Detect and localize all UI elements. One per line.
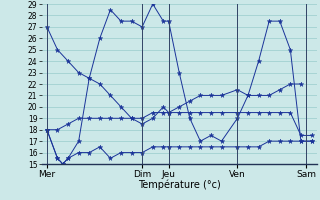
X-axis label: Température (°c): Température (°c) (138, 180, 220, 190)
